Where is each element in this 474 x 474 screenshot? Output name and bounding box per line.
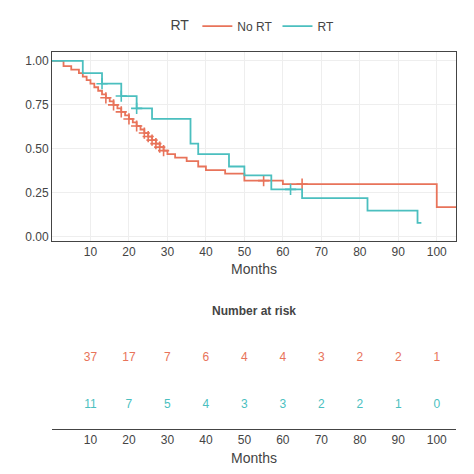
svg-text:40: 40 xyxy=(199,245,213,259)
svg-text:30: 30 xyxy=(161,245,175,259)
svg-text:2: 2 xyxy=(318,397,325,411)
svg-text:20: 20 xyxy=(122,245,136,259)
svg-text:0: 0 xyxy=(433,397,440,411)
svg-text:Months: Months xyxy=(231,450,277,466)
svg-text:7: 7 xyxy=(164,350,171,364)
svg-text:100: 100 xyxy=(427,433,447,447)
svg-text:100: 100 xyxy=(427,245,447,259)
svg-text:37: 37 xyxy=(84,350,98,364)
svg-text:80: 80 xyxy=(353,433,367,447)
svg-text:7: 7 xyxy=(126,397,133,411)
svg-text:0.00: 0.00 xyxy=(25,230,49,244)
svg-text:17: 17 xyxy=(122,350,136,364)
svg-text:90: 90 xyxy=(392,433,406,447)
svg-text:11: 11 xyxy=(84,397,97,411)
svg-text:1.00: 1.00 xyxy=(25,54,49,68)
svg-text:0.25: 0.25 xyxy=(25,186,49,200)
svg-text:0.50: 0.50 xyxy=(25,142,49,156)
svg-text:90: 90 xyxy=(392,245,406,259)
svg-text:3: 3 xyxy=(241,397,248,411)
svg-text:50: 50 xyxy=(238,245,252,259)
svg-text:2: 2 xyxy=(356,397,363,411)
svg-text:0.75: 0.75 xyxy=(25,98,49,112)
svg-text:1: 1 xyxy=(433,350,440,364)
svg-text:4: 4 xyxy=(203,397,210,411)
svg-text:3: 3 xyxy=(318,350,325,364)
svg-text:1: 1 xyxy=(395,397,402,411)
svg-text:70: 70 xyxy=(315,245,329,259)
svg-text:4: 4 xyxy=(241,350,248,364)
svg-text:5: 5 xyxy=(164,397,171,411)
svg-text:RT: RT xyxy=(317,20,333,34)
svg-text:60: 60 xyxy=(276,245,290,259)
svg-text:40: 40 xyxy=(199,433,213,447)
svg-text:2: 2 xyxy=(395,350,402,364)
svg-text:70: 70 xyxy=(315,433,329,447)
svg-text:10: 10 xyxy=(84,245,98,259)
svg-text:No RT: No RT xyxy=(237,20,272,34)
svg-text:30: 30 xyxy=(161,433,175,447)
svg-text:20: 20 xyxy=(122,433,136,447)
svg-text:3: 3 xyxy=(280,397,287,411)
svg-text:80: 80 xyxy=(353,245,367,259)
svg-text:RT: RT xyxy=(171,17,190,33)
svg-text:60: 60 xyxy=(276,433,290,447)
svg-text:2: 2 xyxy=(356,350,363,364)
svg-text:Months: Months xyxy=(231,261,277,277)
svg-text:50: 50 xyxy=(238,433,252,447)
svg-text:6: 6 xyxy=(203,350,210,364)
svg-text:10: 10 xyxy=(84,433,98,447)
svg-text:4: 4 xyxy=(280,350,287,364)
svg-text:Number at risk: Number at risk xyxy=(212,304,296,318)
